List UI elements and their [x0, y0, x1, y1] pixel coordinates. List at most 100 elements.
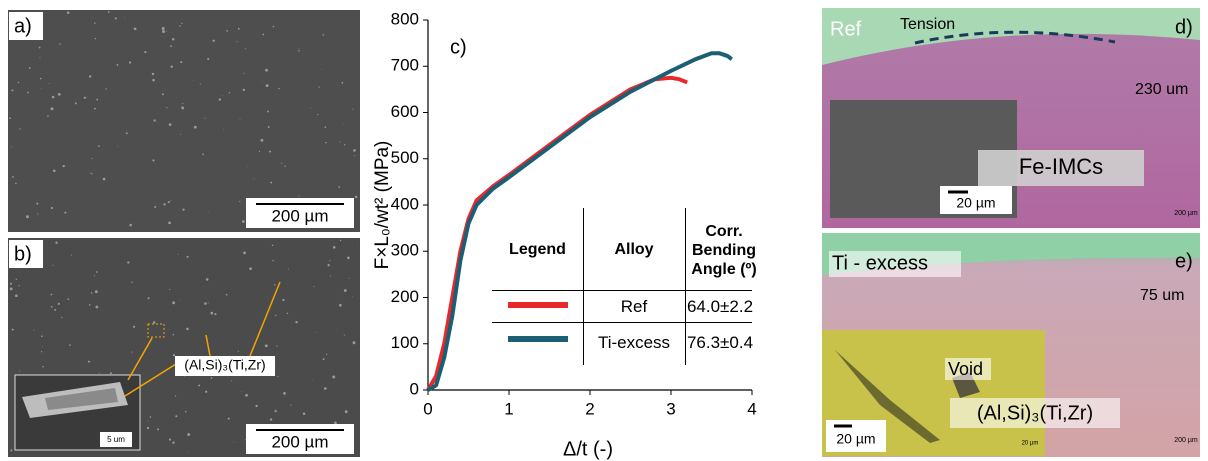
- speckle: [267, 110, 270, 113]
- speckle: [168, 221, 171, 225]
- speckle: [96, 271, 98, 273]
- speckle: [280, 162, 283, 164]
- speckle: [151, 72, 155, 76]
- annotation: (Al,Si)₃(Ti,Zr): [184, 357, 265, 373]
- speckle: [329, 260, 331, 262]
- y-tick-label: 100: [391, 333, 419, 352]
- table-header: Legend: [509, 241, 566, 258]
- speckle: [298, 195, 300, 197]
- speckle: [204, 302, 207, 305]
- speckle: [225, 293, 228, 296]
- y-tick-label: 300: [391, 241, 419, 260]
- speckle: [354, 195, 358, 199]
- speckle: [168, 438, 172, 441]
- speckle: [179, 299, 181, 301]
- speckle: [287, 268, 289, 270]
- speckle: [249, 267, 252, 271]
- speckle: [50, 107, 54, 111]
- speckle: [114, 17, 117, 20]
- speckle: [208, 210, 209, 212]
- label-box: [829, 251, 961, 277]
- speckle: [71, 254, 73, 256]
- speckle: [161, 26, 165, 30]
- crack: [835, 350, 940, 443]
- speckle: [338, 303, 342, 307]
- speckle: [93, 107, 96, 110]
- speckle: [323, 387, 327, 390]
- speckle: [149, 416, 152, 418]
- chart: c) Δ/t (-) F×L₀/wt² (MPa) 0 100 200 300 400 5…: [372, 9, 757, 460]
- speckle: [19, 128, 21, 130]
- scale-text: 200 µm: [1174, 437, 1198, 444]
- annotation: (Al,Si)₃(Ti,Zr): [977, 402, 1093, 424]
- speckle: [302, 412, 306, 416]
- panel-label: e): [1175, 250, 1193, 272]
- speckle: [269, 418, 273, 421]
- speckle: [332, 375, 336, 379]
- speckle: [298, 48, 300, 50]
- speckle: [42, 366, 44, 368]
- speckle: [131, 281, 133, 283]
- speckle: [260, 138, 264, 142]
- speckle: [125, 132, 128, 135]
- speckle: [19, 370, 21, 372]
- scale-text: 5 um: [107, 435, 125, 444]
- speckle: [186, 327, 189, 331]
- speckle: [270, 181, 273, 184]
- speckle: [57, 47, 58, 49]
- speckle: [129, 223, 132, 227]
- speckle: [353, 149, 356, 152]
- speckle: [90, 172, 92, 174]
- speckle: [167, 201, 170, 204]
- speckle: [74, 102, 77, 105]
- speckle: [94, 290, 98, 294]
- speckle: [152, 78, 155, 82]
- speckle: [177, 253, 179, 255]
- speckle: [146, 426, 150, 430]
- speckle: [274, 410, 277, 413]
- speckle: [162, 30, 165, 33]
- speckle: [181, 22, 183, 24]
- speckle: [94, 37, 97, 40]
- speckle: [18, 285, 20, 287]
- x-tick-label: 4: [747, 399, 756, 418]
- panel-label: b): [14, 243, 32, 265]
- speckle: [352, 341, 356, 345]
- arrow: [124, 363, 177, 397]
- annotation-box: [945, 358, 991, 380]
- speckle: [91, 157, 93, 159]
- speckle: [132, 325, 136, 328]
- speckle: [182, 208, 185, 211]
- speckle: [179, 25, 181, 27]
- speckle: [153, 119, 156, 122]
- speckle: [207, 302, 209, 304]
- speckle: [245, 48, 247, 50]
- speckle: [88, 304, 91, 306]
- highlight: [147, 323, 165, 338]
- speckle: [351, 296, 353, 298]
- annotation-box: [175, 356, 275, 376]
- speckle: [231, 380, 233, 382]
- speckle: [272, 25, 275, 28]
- speckle: [50, 206, 53, 210]
- speckle: [128, 61, 132, 64]
- speckle: [273, 284, 276, 286]
- speckle: [61, 316, 63, 319]
- speckle: [133, 27, 137, 31]
- speckle: [272, 259, 274, 262]
- speckle: [298, 50, 300, 52]
- speckle: [10, 449, 13, 452]
- speckle: [9, 282, 13, 285]
- scale-text: 20 µm: [836, 431, 875, 447]
- speckle: [265, 68, 269, 72]
- speckle: [157, 428, 160, 431]
- speckle: [322, 34, 325, 36]
- annotation-box: [950, 398, 1120, 428]
- depth-label: 230 um: [1135, 81, 1188, 98]
- speckle: [344, 410, 348, 414]
- speckle: [172, 354, 176, 357]
- speckle: [94, 22, 96, 24]
- speckle: [127, 261, 130, 264]
- speckle: [348, 277, 350, 279]
